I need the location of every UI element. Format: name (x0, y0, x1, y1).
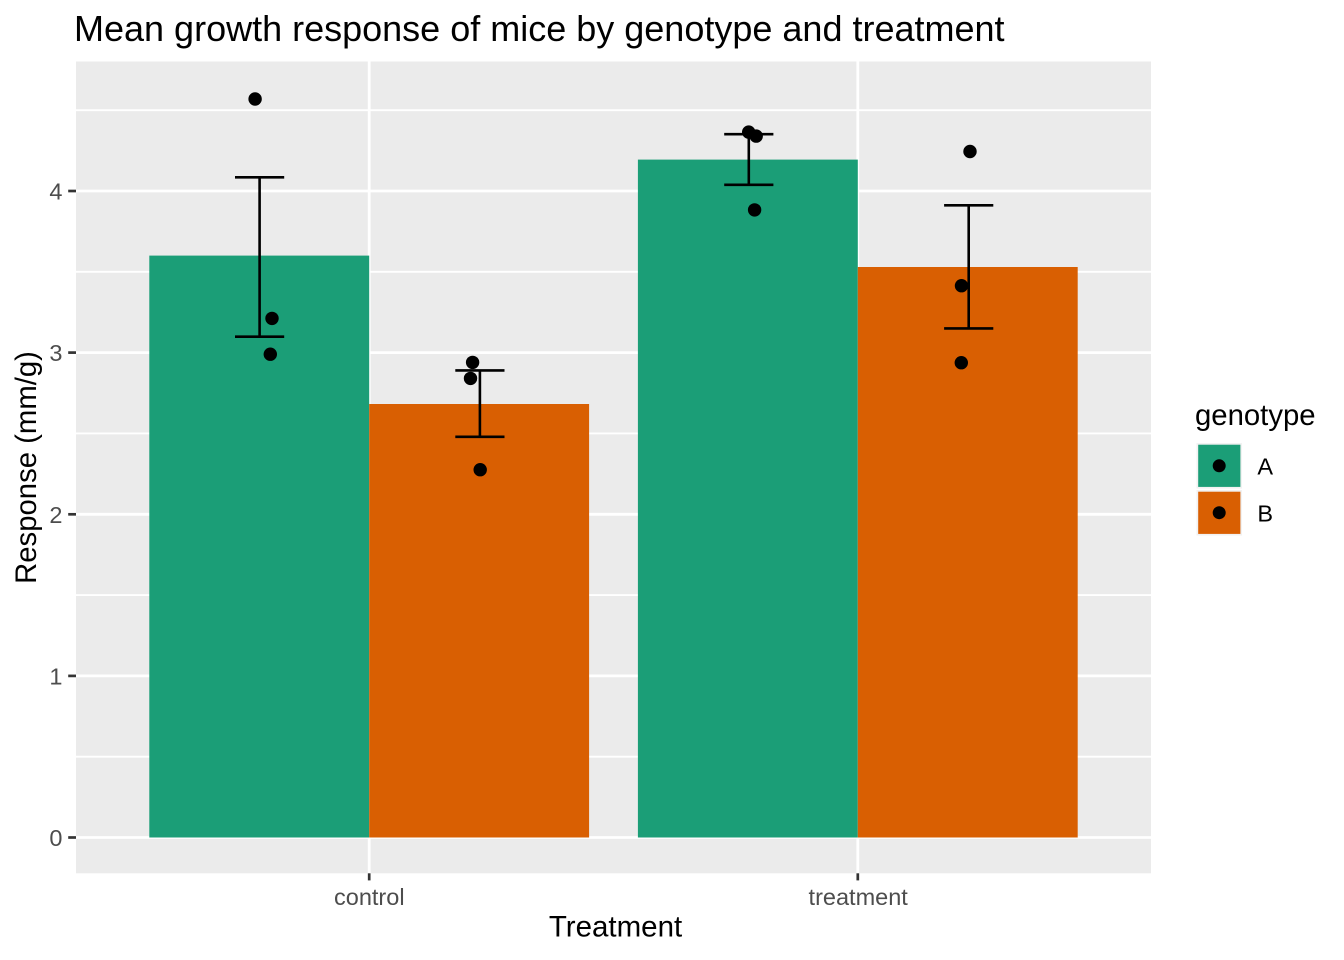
svg-text:Mean growth response of mice b: Mean growth response of mice by genotype… (74, 8, 1005, 49)
svg-text:4: 4 (49, 179, 62, 205)
svg-text:3: 3 (49, 340, 62, 366)
svg-text:treatment: treatment (809, 884, 909, 910)
svg-text:Response (mm/g): Response (mm/g) (10, 351, 43, 584)
svg-text:control: control (334, 884, 405, 910)
svg-text:A: A (1257, 453, 1273, 479)
svg-text:1: 1 (49, 664, 62, 690)
svg-text:B: B (1257, 500, 1273, 526)
svg-text:Treatment: Treatment (549, 911, 682, 944)
svg-text:0: 0 (49, 825, 62, 851)
svg-text:genotype: genotype (1195, 399, 1316, 432)
svg-text:2: 2 (49, 502, 62, 528)
